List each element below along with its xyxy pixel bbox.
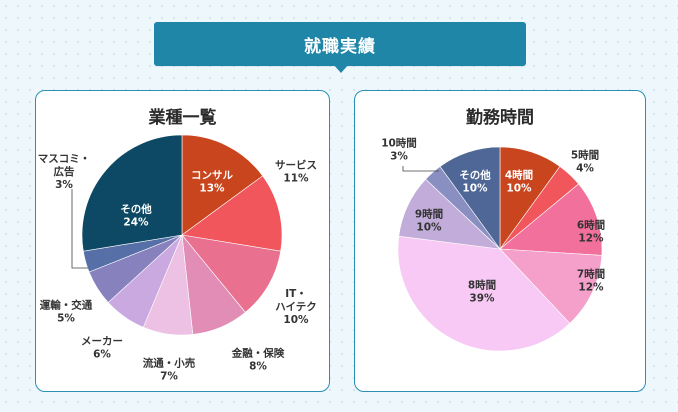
slice-label-0-7: マスコミ・広告 3% (38, 153, 91, 191)
industry-chart-title: 業種一覧 (148, 108, 217, 128)
pie-slice-0-8 (81, 134, 183, 252)
industry-pie-chart: コンサル 13% サービス 11% IT・ハイテク 10% 金融・保険 8% 流通・小売 7% メー… (38, 134, 317, 383)
slice-label-1-1: 5時間 4% (571, 149, 599, 175)
leader-line-0-7 (71, 189, 88, 269)
work-hours-chart-panel: 勤務時間 4時間 10% 5時間 4% 6時間 12% 7時間 12% 8時間 39% 9時間 10%… (354, 90, 646, 392)
slice-label-1-3: 7時間 12% (577, 268, 605, 294)
slice-label-1-2: 6時間 12% (577, 219, 605, 245)
slice-label-0-3: 金融・保険 8% (231, 347, 285, 373)
section-title: 就職実績 (304, 36, 376, 57)
pie-slice-1-4 (397, 235, 571, 352)
slice-label-0-0: コンサル 13% (191, 170, 233, 195)
slice-label-0-6: 運輸・交通 5% (40, 299, 93, 325)
slice-label-1-0: 4時間 10% (505, 169, 533, 195)
slice-label-1-7: その他 10% (459, 169, 491, 195)
slice-label-1-4: 8時間 39% (468, 279, 496, 305)
slice-label-0-8: その他 24% (120, 203, 152, 229)
work-hours-chart-title: 勤務時間 (466, 108, 534, 128)
pie-slice-0-2 (181, 234, 282, 313)
pie-slice-1-7 (439, 146, 501, 250)
work-hours-pie-chart: 4時間 10% 5時間 4% 6時間 12% 7時間 12% 8時間 39% 9時間 10% 10時間 3… (381, 137, 605, 352)
slice-label-0-5: メーカー 6% (81, 336, 123, 361)
section-banner: 就職実績 (154, 22, 526, 66)
banner-pointer (333, 64, 349, 73)
pie-slice-0-0 (181, 134, 264, 236)
slice-label-0-1: サービス 11% (275, 159, 317, 185)
slice-label-0-2: IT・ハイテク 10% (275, 288, 317, 326)
pie-slice-1-3 (499, 248, 603, 324)
slice-label-0-4: 流通・小売 7% (143, 357, 196, 383)
slice-label-1-6: 10時間 3% (381, 137, 417, 163)
pie-slice-0-1 (181, 175, 283, 252)
pie-slice-1-2 (499, 183, 603, 256)
leader-line-1-6 (402, 166, 439, 172)
slice-label-1-5: 9時間 10% (415, 208, 443, 234)
industry-chart-panel: 業種一覧 コンサル 13% サービス 11% IT・ハイテク 10% 金融・保険 8% 流通・小… (35, 90, 330, 392)
